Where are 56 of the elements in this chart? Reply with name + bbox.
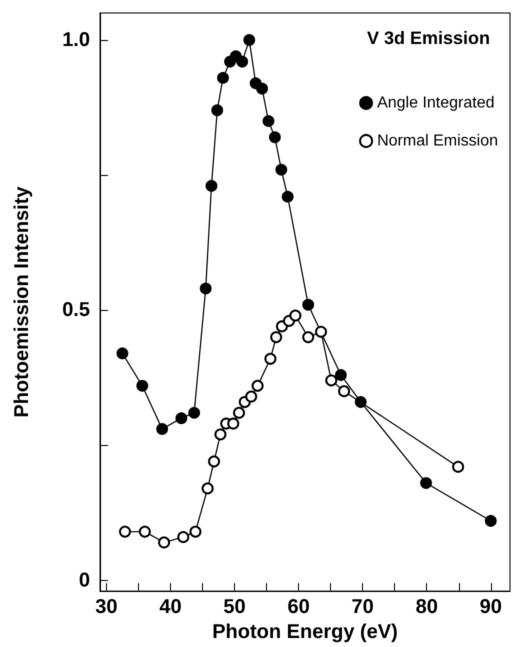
x-tick-label: 50 <box>223 596 246 618</box>
point <box>136 380 148 392</box>
point <box>302 331 314 344</box>
text: V 3d Emission <box>366 28 490 48</box>
point <box>269 131 281 144</box>
point <box>262 115 274 127</box>
point <box>217 72 229 84</box>
point <box>243 34 256 46</box>
point <box>264 352 276 365</box>
point <box>484 514 497 527</box>
point <box>354 396 367 408</box>
point <box>252 380 264 392</box>
point <box>325 374 338 386</box>
point <box>334 369 347 381</box>
point <box>245 390 258 403</box>
point <box>116 347 128 360</box>
point <box>208 455 220 468</box>
point <box>156 423 168 435</box>
x-tick-label: 40 <box>159 596 182 618</box>
point <box>118 526 131 538</box>
point <box>200 282 212 294</box>
point <box>189 526 202 538</box>
point <box>188 406 200 419</box>
point <box>315 326 328 338</box>
point <box>233 406 246 419</box>
point <box>289 310 302 322</box>
x-tick-label: 90 <box>480 596 502 618</box>
y-tick-label: 0.5 <box>62 299 90 322</box>
x-tick-label: 60 <box>287 596 310 618</box>
point <box>236 56 248 68</box>
y-tick-label: 0 <box>78 569 90 592</box>
point <box>338 385 350 398</box>
point <box>158 536 170 548</box>
point <box>282 190 294 203</box>
point <box>270 331 282 344</box>
x-tick-label: 70 <box>352 596 374 618</box>
point <box>138 526 151 538</box>
point <box>420 477 432 489</box>
x-axis-title: Photon Energy (eV) <box>212 621 398 643</box>
point <box>452 460 464 473</box>
x-tick-label: 30 <box>95 596 118 618</box>
point <box>214 428 226 440</box>
y-tick-label: 1.0 <box>62 29 90 52</box>
legend-label: Angle Integrated <box>377 94 495 112</box>
point <box>206 180 218 192</box>
point <box>175 412 188 424</box>
x-tick-label: 80 <box>416 596 438 618</box>
legend-label: Normal Emission <box>377 132 498 150</box>
point <box>256 82 268 95</box>
point <box>177 531 190 544</box>
point <box>211 104 224 116</box>
point <box>227 418 240 430</box>
point <box>302 298 314 311</box>
point <box>202 482 214 494</box>
point <box>275 164 288 176</box>
y-axis-title: Photoemission Intensity <box>11 186 33 418</box>
